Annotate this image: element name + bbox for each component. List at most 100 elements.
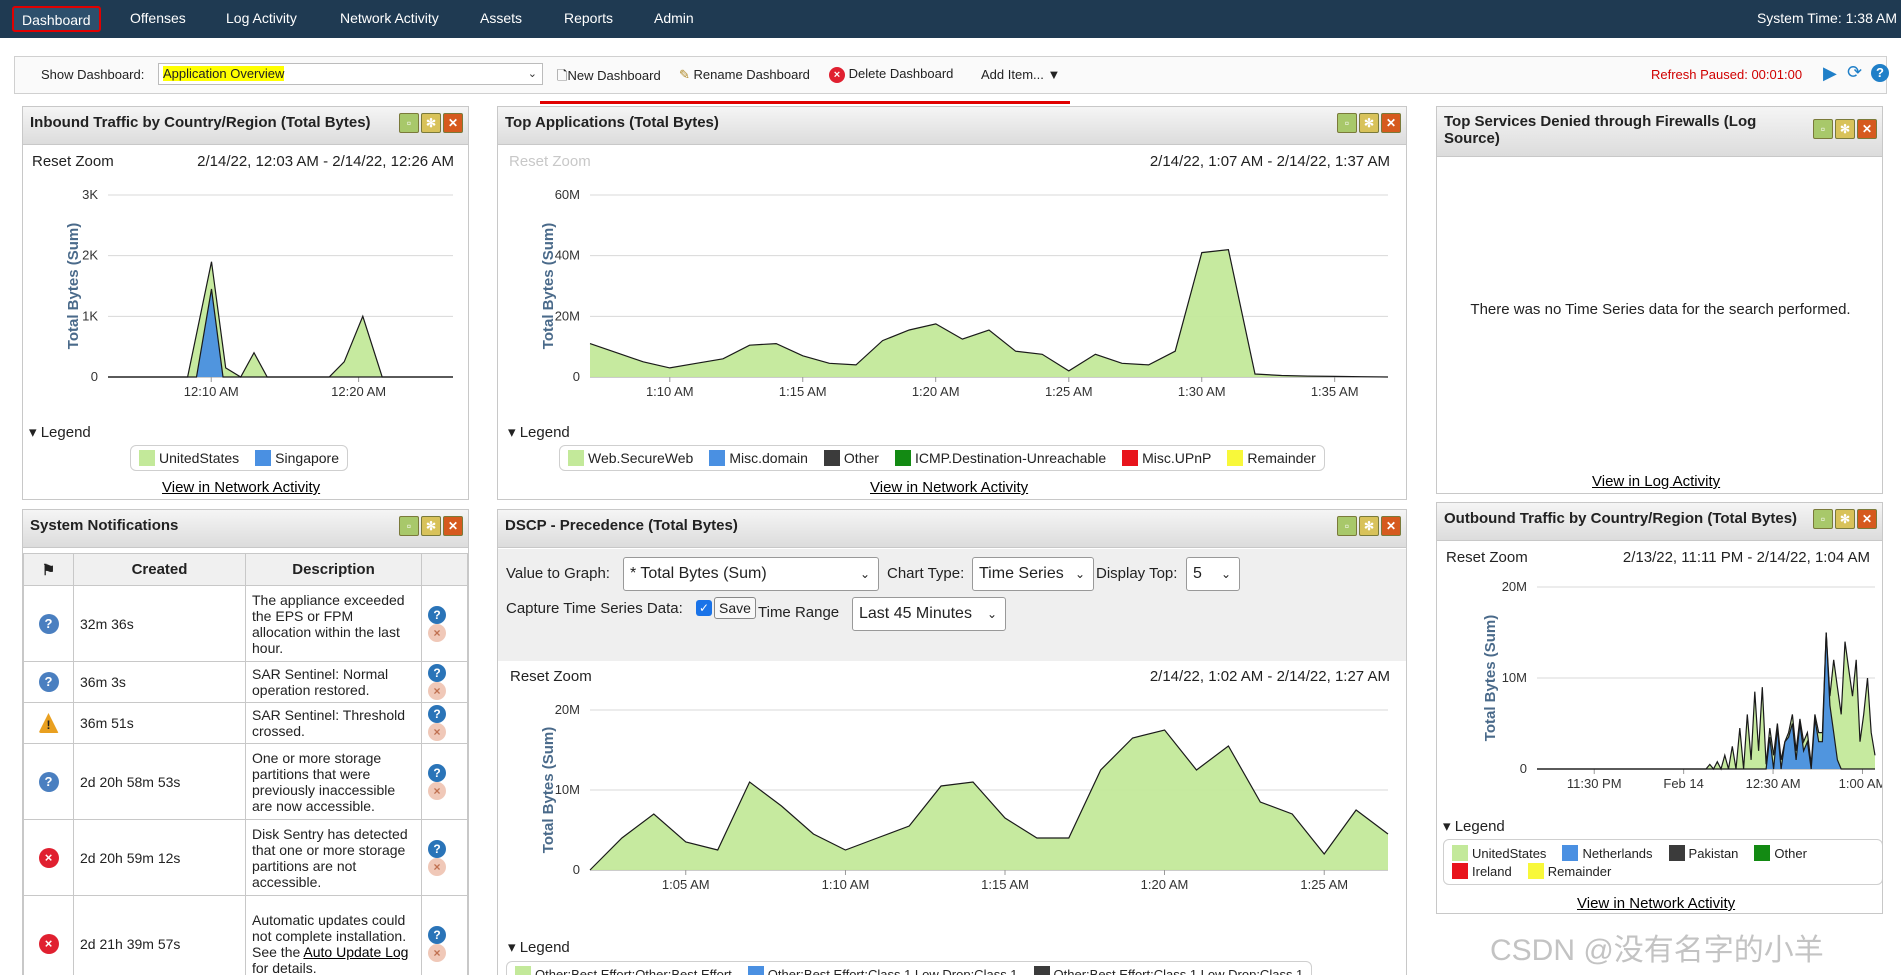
legend-toggle[interactable]: ▾ Legend bbox=[508, 939, 570, 956]
reset-zoom-link[interactable]: Reset Zoom bbox=[1446, 549, 1528, 566]
close-icon[interactable]: ✕ bbox=[1381, 516, 1401, 536]
created-column-header[interactable]: Created bbox=[73, 553, 246, 586]
help-icon[interactable]: ? bbox=[428, 839, 446, 858]
gear-icon[interactable]: ✻ bbox=[1359, 113, 1379, 133]
help-icon[interactable]: ? bbox=[428, 925, 446, 944]
dismiss-icon[interactable]: × bbox=[428, 723, 446, 741]
help-icon[interactable]: ? bbox=[428, 705, 446, 723]
legend-item[interactable]: Other:Best Effort:Other:Best Effort bbox=[515, 966, 732, 975]
auto-update-log-link[interactable]: Auto Update Log bbox=[303, 943, 409, 960]
gear-icon[interactable]: ✻ bbox=[1835, 119, 1855, 139]
play-icon[interactable]: ▶ bbox=[1823, 63, 1837, 83]
new-dashboard-button[interactable]: 🗋New Dashboard bbox=[557, 67, 661, 89]
tab-offenses[interactable]: Offenses bbox=[130, 10, 186, 26]
close-icon[interactable]: ✕ bbox=[443, 516, 463, 536]
reset-zoom-link[interactable]: Reset Zoom bbox=[510, 668, 592, 685]
gear-icon[interactable]: ✻ bbox=[1359, 516, 1379, 536]
view-log-activity-link[interactable]: View in Log Activity bbox=[1592, 473, 1721, 490]
time-range-select[interactable]: Last 45 Minutes ⌄ bbox=[852, 597, 1006, 631]
reset-zoom-link[interactable]: Reset Zoom bbox=[32, 153, 114, 170]
help-icon[interactable]: ? bbox=[428, 664, 446, 682]
add-item-button[interactable]: Add Item... ▼ bbox=[981, 67, 1060, 82]
legend-item[interactable]: Netherlands bbox=[1562, 845, 1653, 861]
refresh-icon[interactable]: ⟳ bbox=[1847, 62, 1863, 82]
chart-type-label: Chart Type: bbox=[887, 565, 965, 582]
restore-icon[interactable]: ▫ bbox=[399, 516, 419, 536]
help-icon[interactable]: ? bbox=[428, 763, 446, 782]
legend-item[interactable]: UnitedStates bbox=[139, 450, 239, 466]
close-icon[interactable]: ✕ bbox=[1857, 509, 1877, 529]
gear-icon[interactable]: ✻ bbox=[1835, 509, 1855, 529]
dismiss-icon[interactable]: × bbox=[428, 682, 446, 700]
legend-item[interactable]: Misc.UPnP bbox=[1122, 450, 1211, 466]
gear-icon[interactable]: ✻ bbox=[421, 516, 441, 536]
description-text: for details. bbox=[252, 959, 317, 975]
restore-icon[interactable]: ▫ bbox=[1337, 516, 1357, 536]
legend-item[interactable]: Other bbox=[1754, 845, 1807, 861]
tab-log-activity[interactable]: Log Activity bbox=[226, 10, 297, 26]
refresh-status: Refresh Paused: 00:01:00 bbox=[1651, 67, 1803, 82]
legend-item[interactable]: Other:Best Effort:Class 1 Low Drop:Class… bbox=[747, 966, 1018, 975]
dismiss-icon[interactable]: × bbox=[428, 781, 446, 800]
legend-item[interactable]: UnitedStates bbox=[1452, 845, 1546, 861]
close-icon[interactable]: ✕ bbox=[443, 113, 463, 133]
view-network-activity-link[interactable]: View in Network Activity bbox=[870, 479, 1029, 496]
description-cell: Disk Sentry has detected that one or mor… bbox=[245, 819, 422, 896]
y-tick-label: 0 bbox=[1520, 761, 1527, 776]
legend-item[interactable]: Other:Best Effort:Class 1 Low Drop:Class… bbox=[1033, 966, 1303, 975]
tab-assets[interactable]: Assets bbox=[480, 10, 523, 26]
tab-admin[interactable]: Admin bbox=[654, 10, 694, 26]
description-cell: Automatic updates could not complete ins… bbox=[245, 895, 422, 975]
description-cell: One or more storage partitions that were… bbox=[245, 743, 422, 820]
help-icon[interactable]: ? bbox=[428, 605, 446, 624]
tab-reports[interactable]: Reports bbox=[564, 10, 614, 26]
x-tick-label: 1:15 AM bbox=[779, 384, 827, 399]
legend-toggle[interactable]: ▾ Legend bbox=[1443, 818, 1505, 835]
table-row: ? 36m 3s SAR Sentinel: Normal operation … bbox=[23, 661, 468, 703]
swatch bbox=[1754, 845, 1771, 861]
tab-dashboard[interactable]: Dashboard bbox=[12, 6, 101, 32]
reset-zoom-link[interactable]: Reset Zoom bbox=[509, 153, 591, 170]
display-top-select[interactable]: 5 ⌄ bbox=[1186, 557, 1240, 591]
dashboard-select[interactable]: Application Overview ⌄ bbox=[158, 63, 543, 85]
legend-item[interactable]: Other bbox=[823, 450, 879, 466]
dismiss-icon[interactable]: × bbox=[428, 857, 446, 876]
legend-item[interactable]: Web.SecureWeb bbox=[568, 450, 693, 466]
tab-network-activity[interactable]: Network Activity bbox=[340, 10, 439, 26]
chart-type-select[interactable]: Time Series ⌄ bbox=[972, 557, 1094, 591]
delete-dashboard-button[interactable]: × Delete Dashboard bbox=[829, 66, 953, 83]
legend-item[interactable]: Remainder bbox=[1527, 863, 1611, 879]
legend-item[interactable]: Pakistan bbox=[1668, 845, 1738, 861]
restore-icon[interactable]: ▫ bbox=[1813, 509, 1833, 529]
close-icon[interactable]: ✕ bbox=[1381, 113, 1401, 133]
restore-icon[interactable]: ▫ bbox=[1337, 113, 1357, 133]
restore-icon[interactable]: ▫ bbox=[1813, 119, 1833, 139]
actions-column-header bbox=[421, 553, 468, 586]
help-icon[interactable]: ? bbox=[1871, 64, 1889, 82]
x-tick-label: 12:30 AM bbox=[1746, 776, 1801, 791]
legend-toggle[interactable]: ▾ Legend bbox=[508, 424, 570, 441]
legend-item[interactable]: Ireland bbox=[1452, 863, 1512, 879]
view-network-activity-link[interactable]: View in Network Activity bbox=[1577, 895, 1736, 912]
legend-toggle[interactable]: ▾ Legend bbox=[29, 424, 91, 441]
y-axis-label: Total Bytes (Sum) bbox=[540, 727, 557, 853]
legend-label: Legend bbox=[519, 424, 570, 441]
dismiss-icon[interactable]: × bbox=[428, 623, 446, 642]
restore-icon[interactable]: ▫ bbox=[399, 113, 419, 133]
save-button[interactable]: Save bbox=[714, 597, 756, 619]
capture-checkbox[interactable]: ✓ bbox=[696, 600, 712, 616]
value-to-graph-select[interactable]: * Total Bytes (Sum) ⌄ bbox=[623, 557, 879, 591]
rename-dashboard-button[interactable]: ✎ Rename Dashboard bbox=[679, 67, 810, 83]
description-column-header[interactable]: Description bbox=[245, 553, 422, 586]
flag-icon: ⚑ bbox=[41, 561, 56, 579]
close-icon[interactable]: ✕ bbox=[1857, 119, 1877, 139]
created-cell: 2d 21h 39m 57s bbox=[73, 895, 246, 975]
dismiss-icon[interactable]: × bbox=[428, 943, 446, 962]
gear-icon[interactable]: ✻ bbox=[421, 113, 441, 133]
view-network-activity-link[interactable]: View in Network Activity bbox=[162, 479, 321, 496]
legend-item[interactable]: ICMP.Destination-Unreachable bbox=[894, 450, 1106, 466]
legend-item[interactable]: Singapore bbox=[255, 450, 339, 466]
flag-column-header[interactable]: ⚑ bbox=[23, 553, 74, 586]
legend-item[interactable]: Misc.domain bbox=[709, 450, 808, 466]
legend-item[interactable]: Remainder bbox=[1227, 450, 1316, 466]
